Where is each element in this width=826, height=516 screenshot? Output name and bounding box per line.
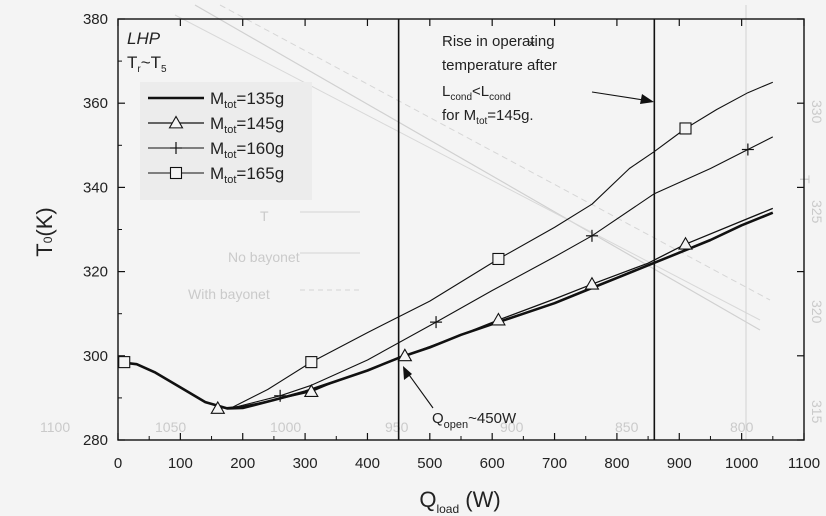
x-axis-label-unit: (W) (459, 487, 501, 512)
y-tick-label: 380 (83, 11, 108, 28)
legend-label-sub: tot (224, 99, 236, 111)
legend: Mtot=135gMtot=145gMtot=160gMtot=165g (140, 82, 312, 194)
rise-line-2: temperature after (442, 57, 557, 74)
x-tick-label: 100 (168, 455, 193, 472)
legend-label-main: M (210, 164, 224, 183)
ghost-right-tick: 325 (809, 200, 825, 224)
rise-line-4-a: for M (442, 107, 476, 124)
x-axis-label-sub: load (436, 502, 459, 516)
legend-label-sub: tot (224, 174, 236, 186)
legend-label-rest: =135g (236, 89, 284, 108)
header-temps-mid: ~T (141, 53, 161, 72)
legend-label-main: M (210, 139, 224, 158)
series-3-point (306, 357, 317, 368)
x-axis-label: Qload (W) (419, 487, 500, 516)
series-3-point (493, 253, 504, 264)
x-tick-label: 1100 (788, 455, 820, 472)
rise-line-3-sub-a: cond (450, 92, 472, 103)
x-tick-label: 900 (667, 455, 692, 472)
legend-label-3: Mtot=165g (210, 164, 284, 186)
ghost-right-tick: 330 (809, 100, 825, 124)
x-tick-label: 300 (293, 455, 318, 472)
rise-line-3-b: <L (472, 83, 489, 100)
y-tick-label: 340 (83, 179, 108, 196)
x-tick-label: 700 (542, 455, 567, 472)
y-axis-label-main: T (32, 243, 57, 256)
series-3-point (680, 123, 691, 134)
x-axis-label-main: Q (419, 487, 436, 512)
y-axis-label: T0(K) (32, 207, 57, 256)
ghost-top-tick: 850 (615, 419, 639, 435)
ghost-legend-3: T (260, 208, 269, 224)
legend-label-sub: tot (224, 149, 236, 161)
rise-line-3-sub-b: cond (489, 92, 511, 103)
legend-label-main: M (210, 114, 224, 133)
ghost-top-tick: 1050 (155, 419, 186, 435)
y-tick-label: 280 (83, 432, 108, 449)
ghost-top-tick: 950 (385, 419, 409, 435)
y-tick-label: 360 (83, 95, 108, 112)
legend-label-rest: =160g (236, 139, 284, 158)
ghost-top-tick: 1100 (40, 419, 70, 435)
y-tick-label: 300 (83, 348, 108, 365)
x-tick-label: 0 (114, 455, 122, 472)
y-tick-label: 320 (83, 264, 108, 281)
rise-line-4-sub: tot (476, 116, 487, 127)
legend-label-sub: tot (224, 124, 236, 136)
header-lhp: LHP (127, 29, 161, 48)
legend-marker-3 (171, 168, 182, 179)
legend-label-rest: =165g (236, 164, 284, 183)
ghost-legend-1: No bayonet (228, 249, 300, 265)
ghost-right-tick: 320 (809, 300, 825, 324)
legend-label-1: Mtot=145g (210, 114, 284, 136)
x-tick-label: 200 (230, 455, 255, 472)
y-axis-label-unit: (K) (32, 207, 57, 236)
ghost-top-tick: 1000 (270, 419, 301, 435)
legend-label-0: Mtot=135g (210, 89, 284, 111)
series-3-point (119, 357, 130, 368)
legend-label-rest: =145g (236, 114, 284, 133)
qopen-main: Q (432, 410, 444, 427)
ghost-top-tick: 800 (730, 419, 754, 435)
rise-star: * (529, 37, 535, 54)
x-tick-label: 400 (355, 455, 380, 472)
header-temps: Tr~T5 (127, 53, 167, 75)
qopen-sub: open (444, 419, 468, 431)
header-temps-main: T (127, 53, 137, 72)
x-tick-label: 500 (417, 455, 442, 472)
ghost-right-label: T (797, 175, 813, 184)
x-tick-label: 1000 (725, 455, 758, 472)
ghost-right-tick: 315 (809, 400, 825, 424)
ghost-legend-2: With bayonet (188, 286, 270, 302)
x-tick-label: 600 (480, 455, 505, 472)
qopen-rest: ~450W (468, 410, 517, 427)
header-temps-sub2: 5 (161, 64, 167, 75)
rise-line-4-b: =145g. (487, 107, 533, 124)
legend-label-main: M (210, 89, 224, 108)
x-tick-label: 800 (604, 455, 629, 472)
rise-line-1: Rise in operating (442, 33, 555, 50)
legend-label-2: Mtot=160g (210, 139, 284, 161)
rise-line-3-a: L (442, 83, 450, 100)
